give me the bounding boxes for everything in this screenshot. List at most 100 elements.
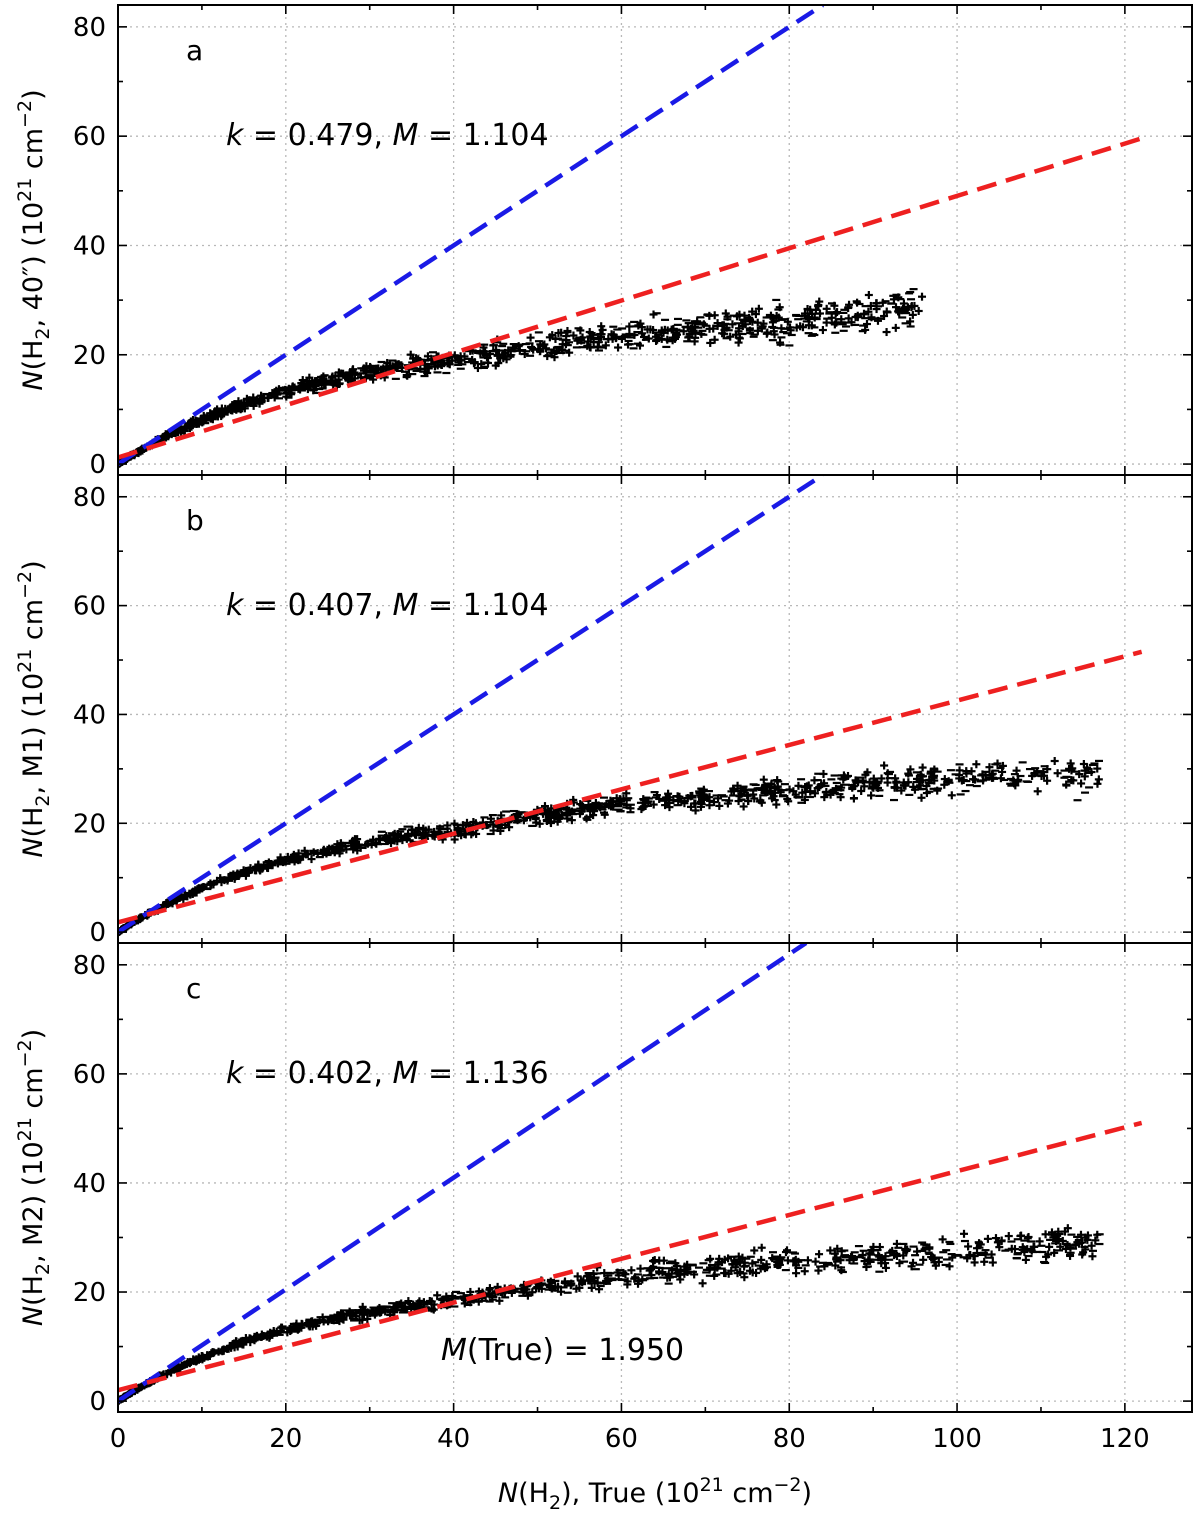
- data-point: [515, 346, 524, 355]
- data-point: [1079, 1248, 1088, 1257]
- data-point: [710, 335, 719, 344]
- data-point: [763, 787, 772, 796]
- data-point: [1088, 1252, 1097, 1261]
- data-point: [602, 1276, 611, 1285]
- data-point: [587, 1283, 596, 1292]
- data-point: [294, 849, 303, 858]
- data-point: [698, 1279, 707, 1288]
- data-point: [849, 794, 858, 803]
- data-point: [388, 362, 397, 371]
- data-point: [792, 1269, 801, 1278]
- data-point: [1094, 775, 1103, 784]
- data-point: [853, 776, 862, 785]
- data-point: [562, 332, 571, 341]
- data-point: [1037, 772, 1046, 781]
- data-point: [293, 1323, 302, 1332]
- scatter-points: [118, 288, 927, 469]
- data-point: [706, 338, 715, 347]
- x-axis-label: N(H2), True (1021 cm−2): [498, 1474, 812, 1514]
- true-annotation: M(True) = 1.950: [441, 1333, 684, 1368]
- data-point: [746, 1266, 755, 1275]
- data-point: [634, 1277, 643, 1286]
- data-point: [696, 802, 705, 811]
- data-point: [753, 318, 762, 327]
- data-point: [783, 795, 792, 804]
- data-point: [430, 827, 439, 836]
- grid-lines: [118, 943, 1192, 1412]
- data-point: [389, 831, 398, 840]
- data-point: [350, 370, 359, 379]
- data-point: [283, 852, 292, 861]
- axis-ticks: [117, 475, 1192, 943]
- data-point: [307, 855, 316, 864]
- blue-dashed-line: [118, 943, 808, 1403]
- data-point: [680, 1262, 689, 1271]
- data-point: [297, 1319, 306, 1328]
- data-point: [1021, 1255, 1030, 1264]
- data-point: [860, 782, 869, 791]
- data-point: [413, 827, 422, 836]
- data-point: [253, 1333, 262, 1342]
- data-point: [734, 338, 743, 347]
- grid-lines: [118, 475, 1192, 943]
- data-point: [354, 840, 363, 849]
- data-point: [998, 761, 1007, 770]
- axis-ticks: [117, 943, 1192, 1412]
- data-point: [535, 819, 544, 828]
- data-point: [770, 788, 779, 797]
- data-point: [849, 782, 858, 791]
- data-point: [1053, 1236, 1062, 1245]
- data-point: [1079, 759, 1088, 768]
- data-point: [311, 377, 320, 386]
- data-point: [424, 825, 433, 834]
- data-point: [762, 329, 771, 338]
- data-point: [833, 1244, 842, 1253]
- data-point: [940, 780, 949, 789]
- data-point: [750, 1246, 759, 1255]
- data-point: [851, 312, 860, 321]
- data-point: [486, 814, 495, 823]
- data-point: [988, 1258, 997, 1267]
- x-tick-label: 120: [1100, 1424, 1150, 1454]
- data-point: [757, 1255, 766, 1264]
- y-tick-label: 40: [73, 1169, 106, 1199]
- data-point: [477, 360, 486, 369]
- data-point: [972, 760, 981, 769]
- fit-annotation: k = 0.407, M = 1.104: [226, 588, 549, 623]
- data-point: [586, 807, 595, 816]
- data-point: [228, 403, 237, 412]
- data-point: [454, 355, 463, 364]
- data-point: [997, 1237, 1006, 1246]
- data-point: [844, 303, 853, 312]
- data-point: [528, 1288, 537, 1297]
- data-point: [663, 1273, 672, 1282]
- blue-dashed-line: [118, 475, 825, 935]
- data-point: [917, 793, 926, 802]
- data-point: [532, 1284, 541, 1293]
- data-point: [773, 782, 782, 791]
- plot-frame: [117, 4, 1193, 476]
- data-point: [837, 783, 846, 792]
- data-point: [830, 1249, 839, 1258]
- data-point: [573, 1272, 582, 1281]
- data-point: [826, 790, 835, 799]
- data-point: [608, 797, 617, 806]
- data-point: [877, 774, 886, 783]
- data-point: [817, 780, 826, 789]
- data-point: [800, 795, 809, 804]
- data-point: [1024, 1232, 1033, 1241]
- data-point: [760, 782, 769, 791]
- y-tick-label: 20: [73, 1278, 106, 1308]
- data-point: [250, 866, 259, 875]
- data-point: [345, 1308, 354, 1317]
- data-point: [1069, 776, 1078, 785]
- data-point: [891, 323, 900, 332]
- data-point: [891, 303, 900, 312]
- panel-label: c: [186, 972, 201, 1005]
- data-point: [906, 765, 915, 774]
- data-point: [969, 775, 978, 784]
- data-point: [439, 1295, 448, 1304]
- data-point: [922, 789, 931, 798]
- data-point: [754, 304, 763, 313]
- data-point: [1041, 1230, 1050, 1239]
